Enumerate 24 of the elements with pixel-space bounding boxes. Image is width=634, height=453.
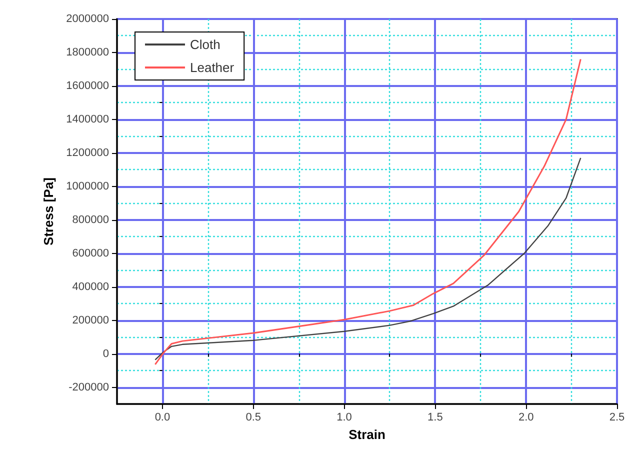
y-tick-label: 1200000 [66, 146, 109, 159]
x-tick-label: 2.5 [609, 412, 625, 424]
y-tick-label: 400000 [72, 280, 109, 293]
y-tick-label: -200000 [68, 381, 109, 394]
line-series [154, 157, 582, 360]
y-tick-label: 600000 [72, 247, 109, 260]
x-axis-title: Strain [348, 427, 386, 442]
legend-label: Leather [190, 60, 235, 75]
legend-label: Cloth [190, 37, 220, 52]
y-axis-title: Stress [Pa] [41, 178, 56, 246]
x-tick-label: 2.0 [518, 412, 534, 424]
x-tick-label: 1.5 [428, 412, 443, 424]
x-tick-label: 0.5 [246, 412, 262, 424]
y-tick-label: 0 [102, 348, 109, 360]
y-tick-label: 1800000 [66, 46, 109, 58]
y-tick-label: 2000000 [66, 13, 109, 25]
y-tick-label: 1600000 [66, 80, 109, 92]
y-tick-label: 1000000 [66, 180, 109, 192]
x-tick-label: 1.0 [336, 412, 352, 424]
y-tick-label: 200000 [72, 314, 109, 326]
line-series [154, 58, 582, 366]
y-tick-label: 1400000 [66, 113, 109, 126]
y-tick-label: 800000 [72, 214, 109, 226]
x-tick-label: 0.0 [154, 412, 170, 424]
